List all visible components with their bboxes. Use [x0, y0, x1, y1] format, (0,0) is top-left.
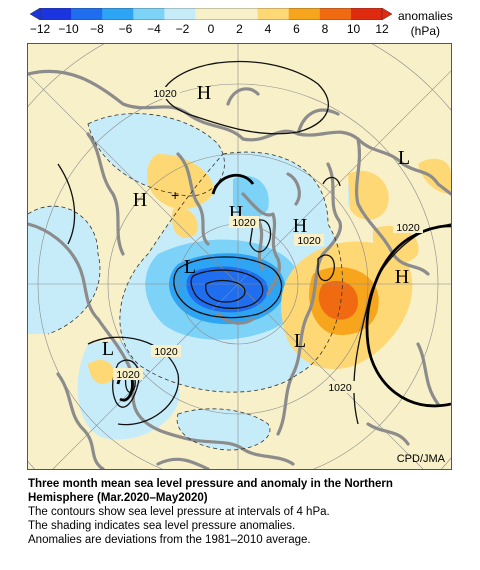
caption-line3: Anomalies are deviations from the 1981–2…	[28, 534, 311, 546]
contour-label: 1020	[116, 369, 140, 381]
colorbar-tick-label: 8	[321, 22, 329, 36]
plus-marker: +	[171, 187, 179, 203]
colorbar-tick-label: −6	[118, 22, 133, 36]
colorbar-tick-label: −2	[175, 22, 190, 36]
colorbar-cell	[133, 8, 165, 20]
colorbar-cell	[350, 8, 383, 20]
anomaly-colorbar	[30, 8, 392, 20]
contour-label: 1020	[328, 382, 352, 394]
colorbar-tick-label: 2	[236, 22, 243, 36]
colorbar-cell	[195, 8, 228, 20]
colorbar-cell	[102, 8, 134, 20]
map-canvas: H H H H H L L L L + 1020 1020	[28, 44, 451, 469]
high-center-marker: H	[293, 215, 307, 237]
low-center-marker: L	[398, 147, 410, 169]
colorbar-unit-label: anomalies	[398, 9, 453, 23]
low-center-marker: L	[294, 330, 306, 352]
low-center-marker: L	[102, 338, 114, 360]
high-center-marker: H	[133, 189, 147, 211]
colorbar-cell	[164, 8, 196, 20]
contour-label: 1020	[297, 235, 321, 247]
colorbar-cell	[40, 8, 72, 20]
colorbar-tick-label: −8	[90, 22, 104, 36]
figure-caption: Three month mean sea level pressure and …	[28, 477, 468, 547]
colorbar-cell	[226, 8, 259, 20]
polar-map: H H H H H L L L L + 1020 1020	[27, 43, 452, 470]
colorbar-tick-label: −12	[29, 22, 51, 36]
graticule	[28, 44, 451, 469]
colorbar-tick-label: −10	[58, 22, 79, 36]
colorbar-unit-hpa: (hPa)	[410, 24, 441, 38]
colorbar-tick-label: −4	[147, 22, 161, 36]
colorbar-tick-label: 6	[293, 22, 300, 36]
caption-title-line2: Hemisphere (Mar.2020–May2020)	[28, 492, 208, 504]
high-center-marker: H	[395, 266, 409, 288]
low-center-marker: L	[184, 256, 196, 278]
colorbar-cell	[288, 8, 321, 20]
contour-label: 1020	[232, 217, 256, 229]
colorbar-cell	[319, 8, 352, 20]
contour-label: 1020	[154, 346, 178, 358]
caption-title-line1: Three month mean sea level pressure and …	[28, 478, 393, 490]
colorbar-cell	[71, 8, 103, 20]
anomaly-shading	[28, 113, 451, 450]
colorbar-cell	[257, 8, 290, 20]
colorbar-unit: anomalies (hPa)	[398, 9, 453, 39]
coastlines	[28, 69, 451, 469]
high-center-marker: H	[197, 82, 211, 104]
caption-line2: The shading indicates sea level pressure…	[28, 520, 296, 532]
colorbar-tick-label: 12	[375, 22, 389, 36]
colorbar-tick-label: 0	[207, 22, 215, 36]
credit-label: CPD/JMA	[396, 453, 445, 465]
colorbar-tick-label: 10	[346, 22, 361, 36]
colorbar-tick-label: 4	[264, 22, 272, 36]
colorbar-ticks: −12 −10 −8 −6 −4 −2 0 2 4 6 8 10 12	[0, 22, 480, 38]
contour-label: 1020	[396, 222, 420, 234]
caption-line1: The contours show sea level pressure at …	[28, 506, 330, 518]
contour-label: 1020	[153, 88, 177, 100]
